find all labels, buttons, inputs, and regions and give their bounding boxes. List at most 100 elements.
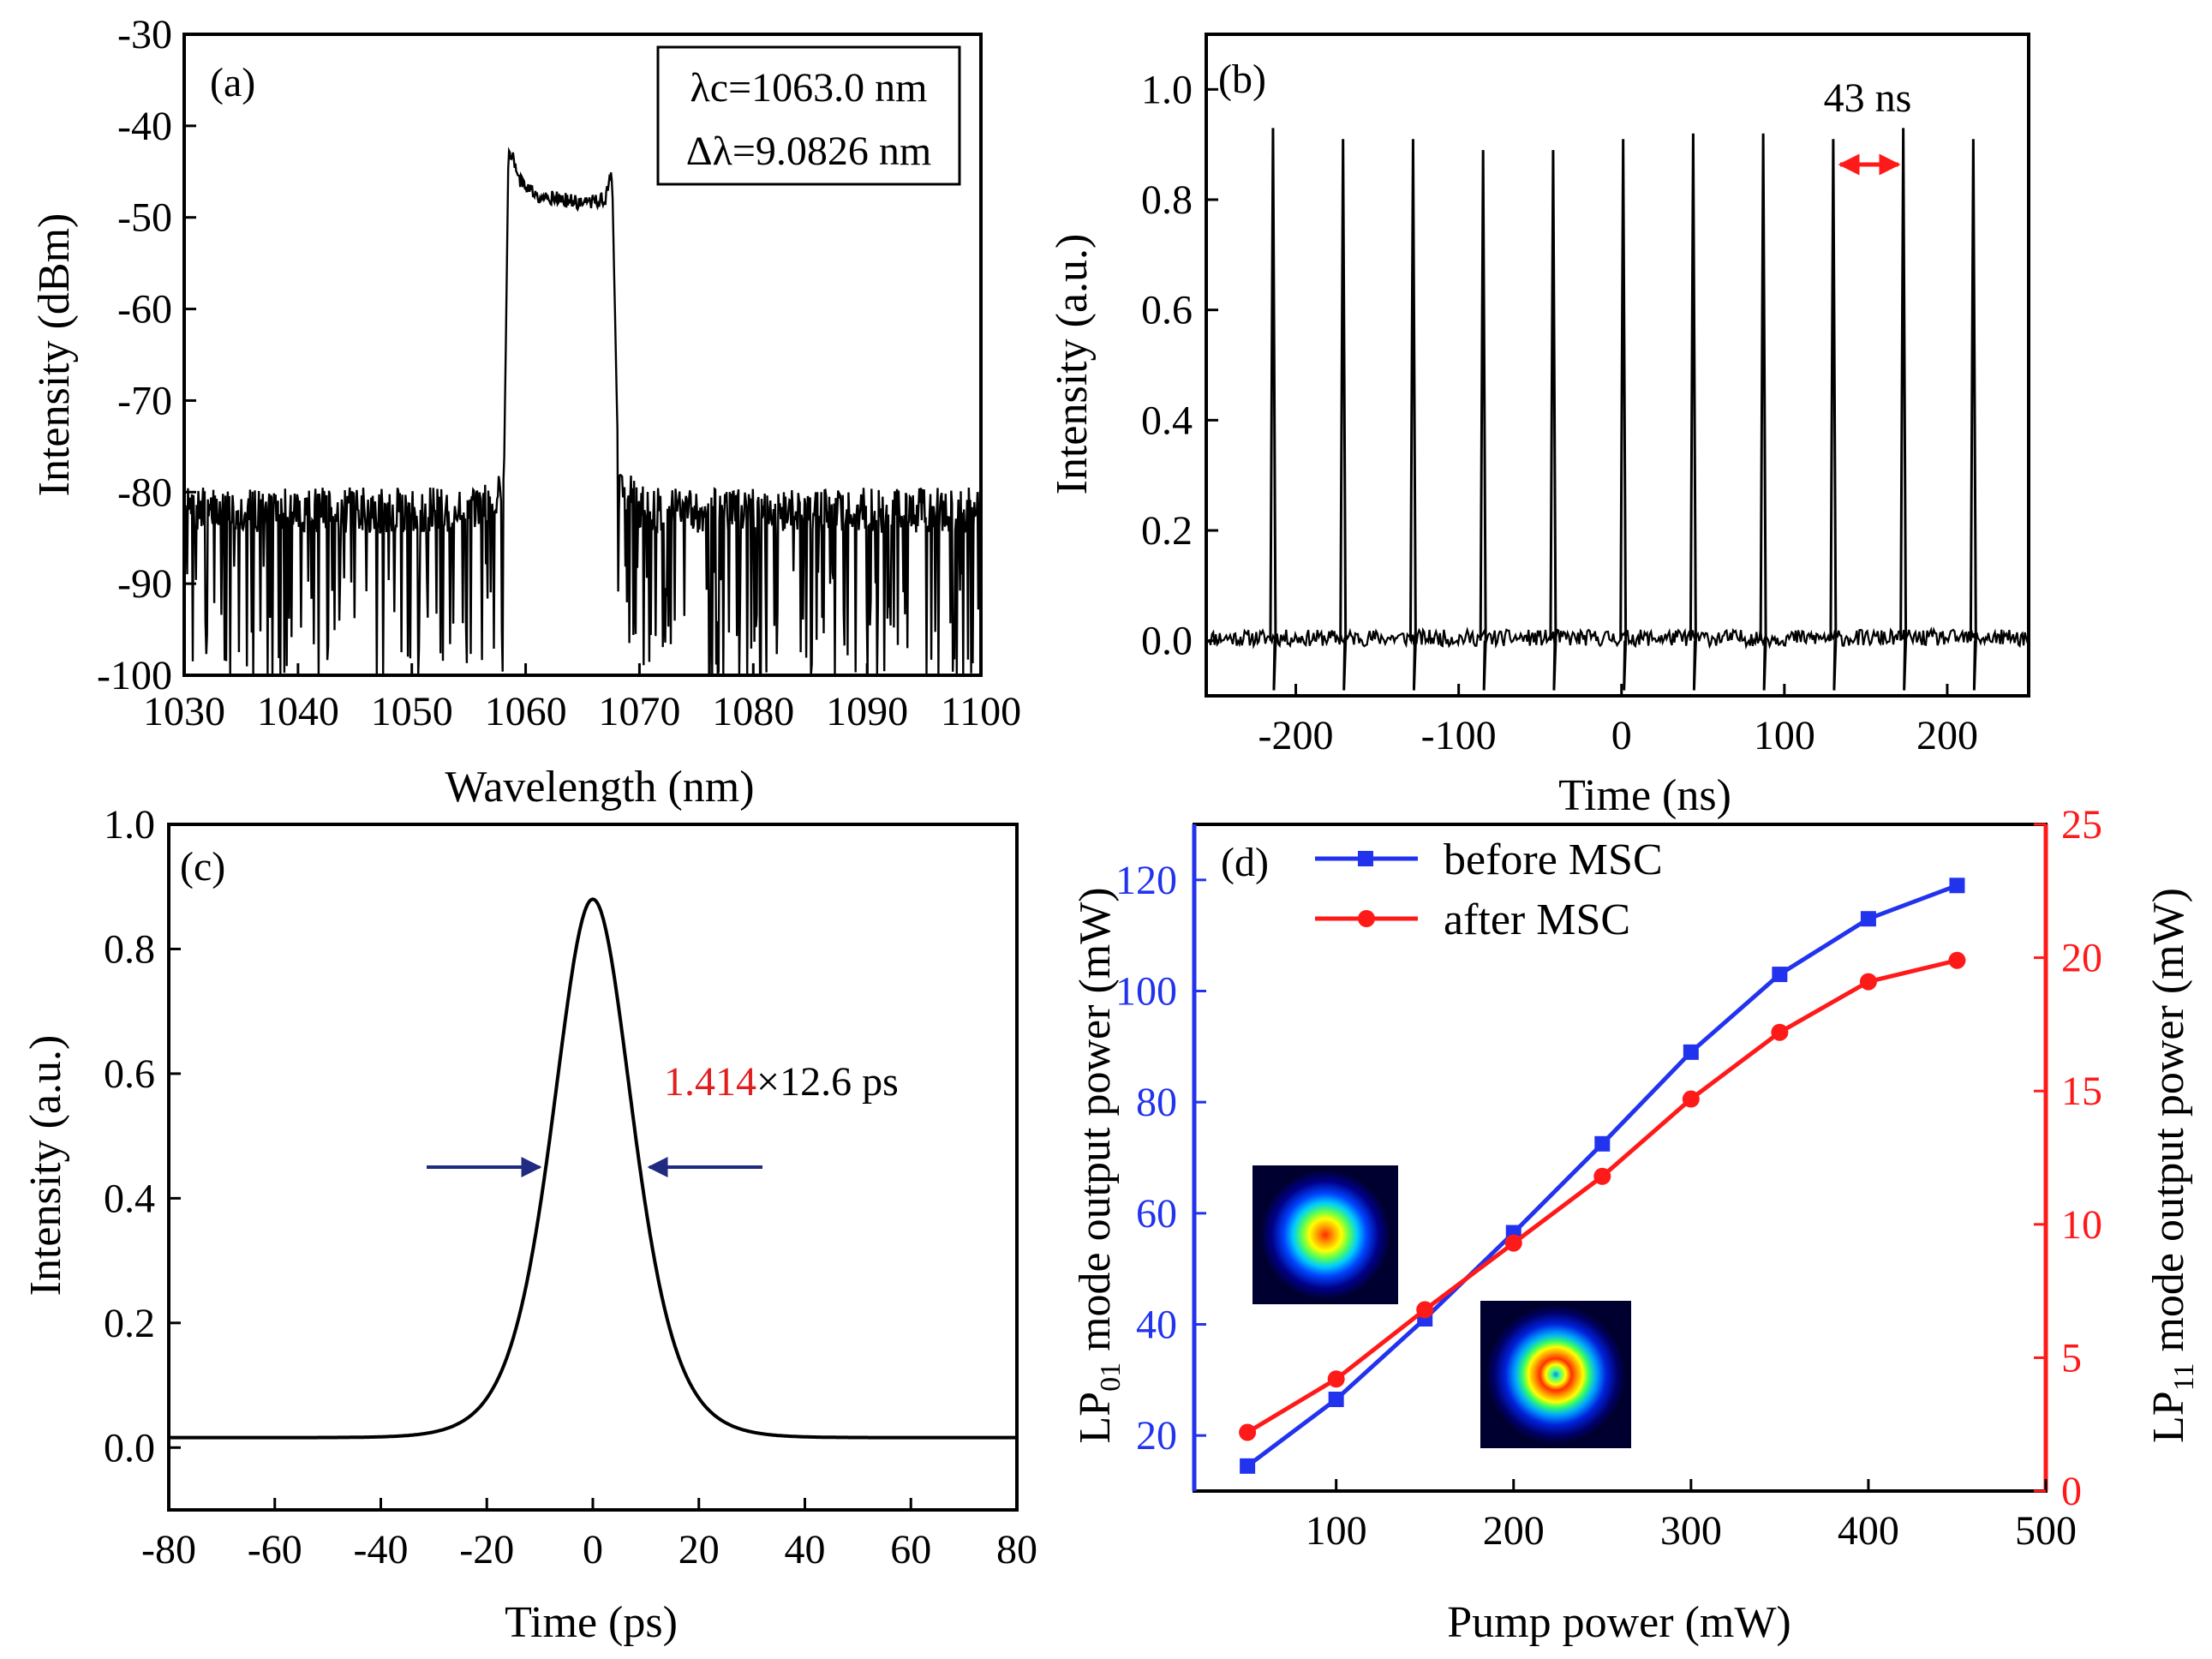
d-left-y-tick-label: 40 (1136, 1303, 1177, 1348)
a-y-tick-label: -50 (117, 195, 172, 241)
panel-b-x-ticks: -200 -100 0 100 200 (1258, 684, 1978, 758)
a-x-tick-label: 1080 (712, 689, 794, 734)
data-point-before-msc (1594, 1135, 1611, 1152)
d-right-y-tick-label: 0 (2061, 1469, 2082, 1514)
right-y-label-suffix: mode output power (mW) (2144, 888, 2193, 1363)
panel-d-x-ticks: 100 200 300 400 500 (1306, 1479, 2077, 1554)
data-point-after-msc (1593, 1167, 1611, 1185)
lp11-mode-profile (1484, 1303, 1628, 1446)
panel-d-plot-area (1239, 877, 1966, 1474)
c-x-tick-label: -40 (354, 1527, 409, 1572)
panel-a-annotation-box (656, 45, 961, 186)
d-x-tick-label: 300 (1660, 1508, 1722, 1554)
data-point-after-msc (1948, 951, 1966, 969)
d-right-y-tick-label: 20 (2061, 936, 2102, 981)
panel-c-x-axis-label: Time (ps) (505, 1598, 678, 1647)
panel-d-right-y-axis-label: LP11 mode output power (mW) (2144, 888, 2200, 1443)
panel-b-pulse (1829, 139, 1838, 691)
panel-b-y-ticks: 0.0 0.2 0.4 0.6 0.8 1.0 (1141, 67, 1218, 664)
data-point-after-msc (1327, 1370, 1345, 1388)
panel-d-right-y-ticks: 0 5 10 15 20 25 (2034, 802, 2102, 1514)
c-x-tick-label: 20 (679, 1527, 720, 1572)
data-point-before-msc (1683, 1044, 1699, 1060)
right-y-label-subscript: 11 (2168, 1363, 2200, 1392)
panel-b-x-axis-label: Time (ns) (1558, 771, 1731, 820)
panel-b-label: (b) (1218, 57, 1266, 102)
panel-b-pulse-train: -200 -100 0 100 200 0.0 0.2 0.4 0.6 0.8 1.0 (b) 4… (1048, 33, 2030, 820)
left-y-label-prefix: LP (1071, 1392, 1120, 1444)
d-x-tick-label: 100 (1306, 1508, 1367, 1554)
panel-b-pulse (1269, 128, 1277, 691)
b-y-tick-label: 1.0 (1141, 67, 1193, 112)
legend-before-msc-marker (1358, 851, 1373, 866)
d-x-tick-label: 400 (1838, 1508, 1899, 1554)
panel-a-frame (182, 33, 983, 677)
legend-after-msc-marker (1358, 910, 1375, 927)
panel-c-width-annotation: 1.414×12.6 ps (664, 1059, 899, 1105)
d-x-tick-label: 200 (1483, 1508, 1545, 1554)
lp01-mode-image (1252, 1165, 1398, 1304)
panel-b-frame (1205, 33, 2030, 698)
panel-b-pulse (1339, 139, 1348, 691)
panel-d-x-axis-label: Pump power (mW) (1447, 1598, 1791, 1647)
d-right-y-tick-label: 10 (2061, 1202, 2102, 1248)
left-y-label-suffix: mode output power (mW) (1071, 887, 1120, 1363)
panel-b-pulse (1689, 133, 1697, 691)
panel-d-left-y-ticks: 20 40 60 80 100 120 (1115, 858, 1206, 1458)
d-left-y-tick-label: 80 (1136, 1080, 1177, 1125)
d-left-y-tick-label: 20 (1136, 1413, 1177, 1458)
panel-c-frame (167, 823, 1019, 1512)
panel-a-y-ticks: -30 -40 -50 -60 -70 -80 -90 -100 (97, 12, 196, 698)
a-y-tick-label: -70 (117, 378, 172, 423)
b-x-tick-label: -200 (1258, 713, 1334, 758)
c-x-tick-label: 60 (890, 1527, 931, 1572)
d-x-tick-label: 500 (2015, 1508, 2077, 1554)
a-y-tick-label: -90 (117, 561, 172, 607)
data-point-before-msc (1240, 1458, 1256, 1474)
panel-a-bandwidth: Δλ=9.0826 nm (686, 129, 932, 174)
panel-c-y-ticks: 0.0 0.2 0.4 0.6 0.8 1.0 (104, 802, 181, 1470)
b-x-tick-label: 0 (1611, 713, 1632, 758)
data-point-before-msc (1772, 967, 1788, 983)
panel-c-pulse-curve (169, 897, 1017, 1440)
legend-after-msc-label: after MSC (1444, 895, 1630, 944)
c-y-tick-label: 0.2 (104, 1301, 155, 1346)
d-right-y-tick-label: 15 (2061, 1069, 2102, 1114)
panel-b-pulse (1408, 139, 1417, 691)
b-x-tick-label: 200 (1916, 713, 1978, 758)
panel-d-legend: before MSC after MSC (1315, 835, 1663, 944)
lp11-mode-image (1480, 1301, 1631, 1448)
data-point-after-msc (1416, 1301, 1434, 1319)
panel-a-spectrum: 1030 1040 1050 1060 1070 1080 1090 1100 -30-40-… (30, 12, 1021, 812)
c-x-tick-label: 80 (996, 1527, 1037, 1572)
panel-a-center-wavelength: λc=1063.0 nm (691, 65, 928, 111)
c-y-tick-label: 0.6 (104, 1051, 155, 1097)
panel-a-y-axis-label: Intensity (dBm) (30, 213, 79, 497)
panel-c-label: (c) (180, 844, 225, 889)
c-y-tick-label: 0.8 (104, 926, 155, 972)
panel-a-spectrum-line (183, 147, 982, 677)
panel-b-period-annotation: 43 ns (1824, 75, 1912, 121)
panel-c-annotation-rest: ×12.6 ps (756, 1059, 899, 1105)
panel-a-plot-area (183, 147, 982, 677)
panel-a-label: (a) (210, 60, 255, 105)
data-point-after-msc (1859, 973, 1877, 991)
panel-b-plot-area (1206, 128, 2029, 691)
panel-b-pulse (1619, 139, 1628, 691)
lp01-mode-profile (1258, 1168, 1392, 1302)
d-left-y-tick-label: 100 (1115, 969, 1177, 1015)
c-x-tick-label: 40 (785, 1527, 826, 1572)
panel-c-autocorrelation: -80 -60 -40 -20 0 20 40 60 80 0.0 0.2 0.4 0.6 0.8 1.0… (21, 802, 1037, 1647)
data-point-after-msc (1239, 1423, 1257, 1441)
a-x-tick-label: 1100 (941, 689, 1021, 734)
a-y-tick-label: -40 (117, 104, 172, 149)
c-x-tick-label: -80 (141, 1527, 196, 1572)
data-point-after-msc (1771, 1023, 1789, 1041)
c-x-tick-label: 0 (583, 1527, 603, 1572)
a-x-tick-label: 1030 (143, 689, 225, 734)
panel-b-pulse (1899, 128, 1908, 691)
left-y-label-subscript: 01 (1095, 1363, 1127, 1392)
panel-c-annotation-factor: 1.414 (664, 1059, 756, 1105)
panel-b-pulse (1759, 133, 1767, 691)
